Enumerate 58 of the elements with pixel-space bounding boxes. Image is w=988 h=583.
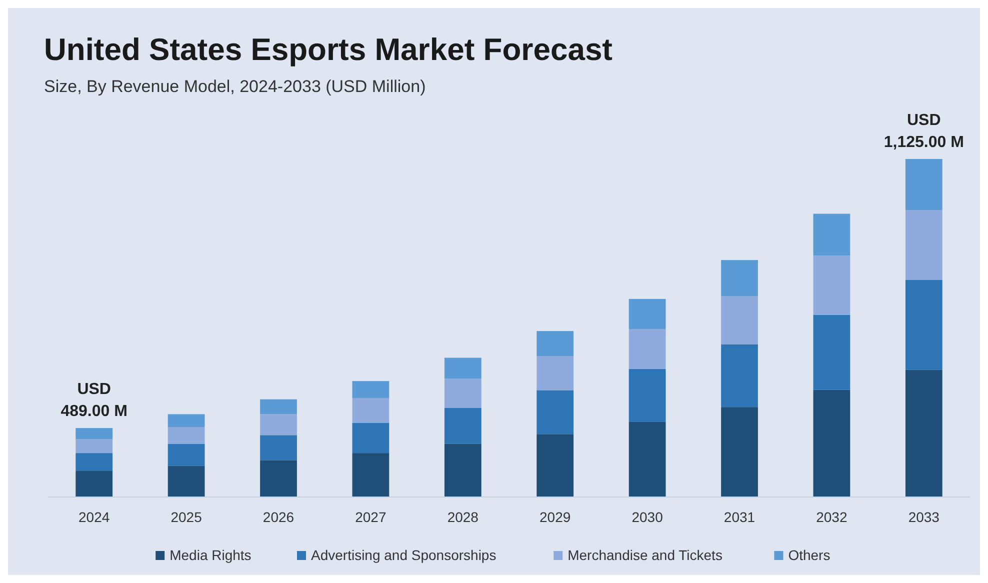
x-tick-label: 2024	[78, 509, 110, 525]
bar	[352, 453, 390, 497]
bar	[444, 358, 482, 379]
bar	[628, 368, 666, 422]
bar	[444, 444, 482, 497]
x-tick-label: 2025	[170, 509, 202, 525]
bar	[536, 434, 574, 497]
bar	[76, 428, 113, 440]
bar	[905, 210, 942, 280]
chart-title: United States Esports Market Forecast	[44, 32, 613, 67]
x-tick-label: 2033	[908, 509, 940, 525]
x-tick-label: 2027	[355, 509, 386, 525]
bar	[905, 370, 942, 497]
total-label: USD 489.00 M	[60, 381, 128, 420]
bar	[905, 280, 942, 370]
bar	[76, 470, 113, 497]
bar	[352, 398, 390, 423]
bar	[260, 414, 297, 436]
chart-subtitle: Size, By Revenue Model, 2024-2033 (USD Million)	[44, 77, 426, 96]
bar	[168, 444, 205, 466]
bar	[76, 453, 113, 471]
bar	[536, 390, 574, 434]
bar	[628, 422, 666, 497]
bar	[260, 399, 297, 414]
bar	[168, 414, 205, 428]
bar	[536, 356, 574, 390]
bar	[168, 427, 205, 444]
x-tick-label: 2031	[724, 509, 756, 525]
x-tick-label: 2028	[447, 509, 479, 525]
bar	[813, 390, 850, 497]
bar	[721, 296, 758, 344]
bar	[813, 314, 850, 390]
bar	[628, 298, 666, 330]
bar	[444, 378, 482, 408]
bar	[260, 460, 297, 497]
bar	[628, 329, 666, 369]
bar	[536, 331, 574, 356]
bar	[813, 256, 850, 315]
bar	[721, 407, 758, 497]
legend-label: Others	[788, 547, 830, 563]
x-tick-label: 2029	[540, 509, 571, 525]
legend-label: Advertising and Sponsorships	[311, 547, 496, 563]
bar	[721, 344, 758, 408]
legend-label: Media Rights	[170, 547, 252, 563]
legend-label: Merchandise and Tickets	[568, 547, 722, 563]
bar	[168, 466, 205, 497]
x-tick-label: 2026	[262, 509, 294, 525]
bar	[352, 422, 390, 454]
bar	[444, 408, 482, 444]
total-label: USD 1,125.00 M	[884, 112, 964, 151]
x-tick-label: 2030	[632, 509, 664, 525]
bar	[721, 260, 758, 296]
bar	[352, 381, 390, 398]
bar	[813, 214, 850, 256]
bar	[76, 439, 113, 454]
bar	[260, 435, 297, 460]
bar	[905, 159, 942, 210]
x-tick-label: 2032	[816, 509, 848, 525]
